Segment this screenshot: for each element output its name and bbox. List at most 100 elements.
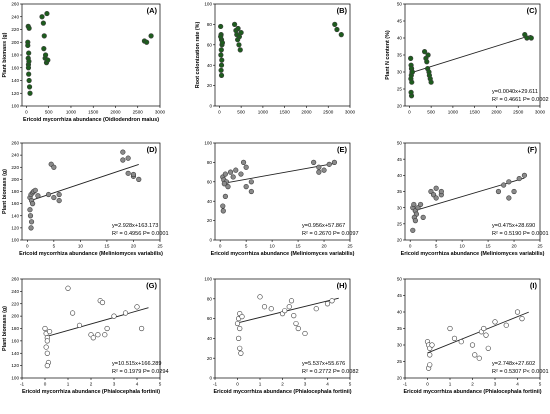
x-tick-label: 2000 [110, 110, 121, 115]
data-point [257, 294, 263, 300]
data-point [426, 72, 432, 78]
data-point [26, 58, 32, 64]
regression-stats: R² = 0.2772 P= 0.0082 [302, 369, 359, 375]
data-point [25, 42, 31, 49]
data-point [130, 171, 137, 178]
data-point [41, 33, 47, 39]
y-tick-label: 40 [207, 336, 213, 341]
panel-d: 0 5 10 15 20 25 100 120 140 160 180 200 220 240 260 Eri… [2, 141, 169, 257]
data-point [136, 176, 142, 182]
x-axis-label: Ericoid mycorrhiza abundance (Phialoceph… [403, 389, 541, 395]
data-point [424, 59, 430, 65]
x-tick-label: 0 [409, 244, 412, 249]
regression-equation: y=0.475x+28.690 [492, 223, 535, 229]
data-point [316, 164, 322, 170]
y-tick-label: 25 [397, 221, 403, 226]
data-point [120, 157, 126, 163]
data-point [240, 159, 247, 165]
data-point [501, 182, 507, 188]
panel-b: 0 500 1000 1500 2000 2500 3000 0 20 40 60 80 100 Root… [195, 2, 356, 115]
regression-stats: R² = 0.1979 P= 0.0294 [112, 369, 169, 375]
data-point [218, 52, 224, 58]
data-point [45, 191, 52, 198]
y-tick-label: 140 [11, 351, 19, 356]
data-point [293, 320, 299, 327]
data-point [234, 320, 241, 327]
data-point [125, 170, 131, 176]
y-tick-label: 240 [11, 289, 19, 294]
plot-frame [214, 142, 351, 241]
data-point [28, 219, 35, 225]
data-point [516, 175, 522, 182]
data-point [122, 310, 129, 316]
data-point [411, 201, 417, 208]
x-tick-label: 1 [67, 382, 70, 387]
y-tick-label: 80 [207, 296, 213, 301]
x-tick-label: 0 [44, 382, 47, 387]
y-tick-label: 100 [11, 238, 19, 243]
y-axis-label: Plant biomass (g) [2, 32, 8, 77]
x-tick-label: 500 [45, 110, 53, 115]
data-point [235, 25, 241, 32]
y-tick-label: 120 [11, 91, 19, 96]
panel-label: (B) [337, 6, 348, 15]
data-point [220, 203, 226, 209]
data-point [222, 193, 228, 199]
data-point [425, 52, 431, 58]
x-tick-label: 4 [326, 382, 329, 387]
data-point [42, 52, 49, 58]
y-tick-label: 100 [204, 141, 212, 146]
y-tick-label: 50 [397, 277, 403, 282]
x-tick-label: -1 [20, 382, 25, 387]
x-tick-label: -1 [403, 382, 408, 387]
regression-equation: y=2.928x+163.173 [112, 223, 158, 229]
y-tick-label: 25 [397, 87, 403, 92]
x-tick-label: 3 [494, 382, 497, 387]
data-point [90, 335, 96, 341]
y-tick-label: 200 [11, 40, 19, 45]
data-point [481, 325, 487, 332]
y-tick-label: 220 [11, 301, 19, 306]
data-point [227, 169, 234, 175]
y-tick-label: 140 [11, 213, 19, 218]
data-point [134, 304, 140, 310]
data-point [218, 67, 224, 73]
data-point [220, 208, 226, 214]
data-point [27, 213, 34, 219]
data-point [56, 197, 62, 204]
data-point [506, 195, 512, 201]
panel-f: 0 5 10 15 20 25 20 25 30 35 40 45 50 Ericoid mycorrhi… [397, 141, 549, 257]
data-point [524, 35, 530, 41]
x-tick-label: 5 [53, 244, 56, 249]
panel-label: (F) [527, 145, 537, 154]
data-point [76, 322, 83, 329]
y-tick-label: 180 [11, 189, 19, 194]
data-point [51, 164, 57, 170]
x-tick-label: 2000 [491, 110, 502, 115]
y-tick-label: 100 [204, 2, 212, 7]
data-point [120, 149, 126, 155]
data-point [27, 207, 33, 213]
panel-g: -1 0 1 2 3 4 5 100 120 140 160 180 200 220 240 260 Erico… [2, 277, 169, 395]
panel-label: (H) [337, 281, 348, 290]
data-point [148, 33, 154, 39]
y-tick-label: 50 [397, 141, 403, 146]
data-point [282, 308, 288, 314]
data-point [95, 332, 101, 338]
regression-stats: R² = 0.4661 P= 0.0002 [492, 97, 549, 103]
data-point [218, 34, 224, 40]
data-point [428, 79, 434, 85]
data-point [233, 167, 239, 173]
data-point [503, 322, 509, 328]
x-tick-label: 0 [219, 244, 222, 249]
data-point [26, 25, 32, 31]
y-tick-label: 35 [397, 189, 403, 194]
data-point [218, 62, 225, 68]
regression-stats: R² = 0.5307 P< 0.0001 [492, 369, 549, 375]
y-tick-label: 20 [207, 218, 213, 223]
regression-equation: y=0.956x+57.867 [302, 223, 345, 229]
data-point [528, 35, 534, 41]
data-point [39, 14, 45, 20]
